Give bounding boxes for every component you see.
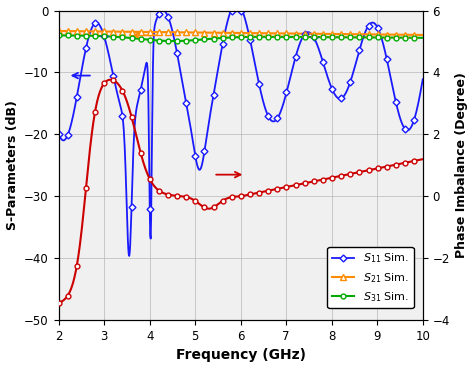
Y-axis label: S-Parameters (dB): S-Parameters (dB) [6,100,18,230]
X-axis label: Frequency (GHz): Frequency (GHz) [176,348,306,362]
Y-axis label: Phase Imbalance (Degree): Phase Imbalance (Degree) [456,72,468,258]
Legend: $S_{11}$ Sim., $S_{21}$ Sim., $S_{31}$ Sim.: $S_{11}$ Sim., $S_{21}$ Sim., $S_{31}$ S… [328,247,414,308]
